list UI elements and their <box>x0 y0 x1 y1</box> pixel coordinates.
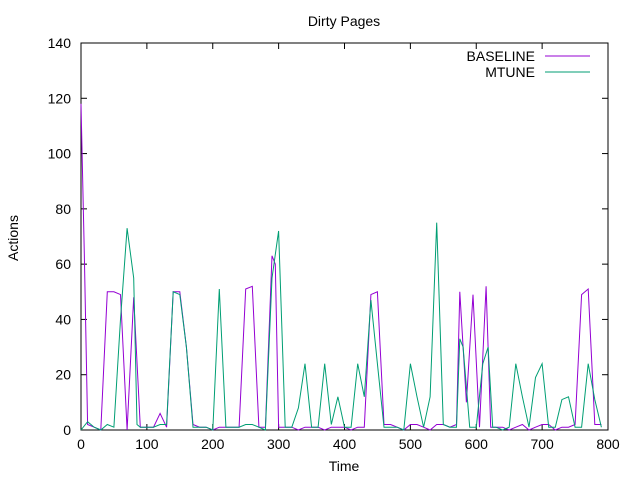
x-tick-label: 700 <box>530 436 554 452</box>
x-tick-label: 200 <box>201 436 225 452</box>
y-tick-label: 120 <box>48 90 72 106</box>
y-tick-label: 140 <box>48 35 72 51</box>
plot-frame <box>80 42 609 431</box>
x-tick-label: 500 <box>399 436 423 452</box>
legend-label-baseline: BASELINE <box>467 48 535 64</box>
legend: BASELINE MTUNE <box>467 48 590 80</box>
x-tick-label: 400 <box>333 436 357 452</box>
y-tick-label: 60 <box>55 256 71 272</box>
x-tick-label: 300 <box>267 436 291 452</box>
x-tick-label: 0 <box>77 436 85 452</box>
x-tick-label: 800 <box>596 436 620 452</box>
series-line-mtune <box>80 222 602 431</box>
chart-title: Dirty Pages <box>308 13 380 29</box>
series-line-baseline <box>80 103 602 431</box>
x-tick-label: 100 <box>135 436 159 452</box>
y-tick-label: 20 <box>55 367 71 383</box>
x-axis-label: Time <box>329 458 360 474</box>
y-tick-label: 100 <box>48 146 72 162</box>
y-tick-label: 40 <box>55 311 71 327</box>
y-tick-label: 80 <box>55 201 71 217</box>
x-tick-label: 600 <box>465 436 489 452</box>
legend-label-mtune: MTUNE <box>485 64 535 80</box>
y-tick-label: 0 <box>63 422 71 438</box>
y-axis-label: Actions <box>5 215 21 261</box>
